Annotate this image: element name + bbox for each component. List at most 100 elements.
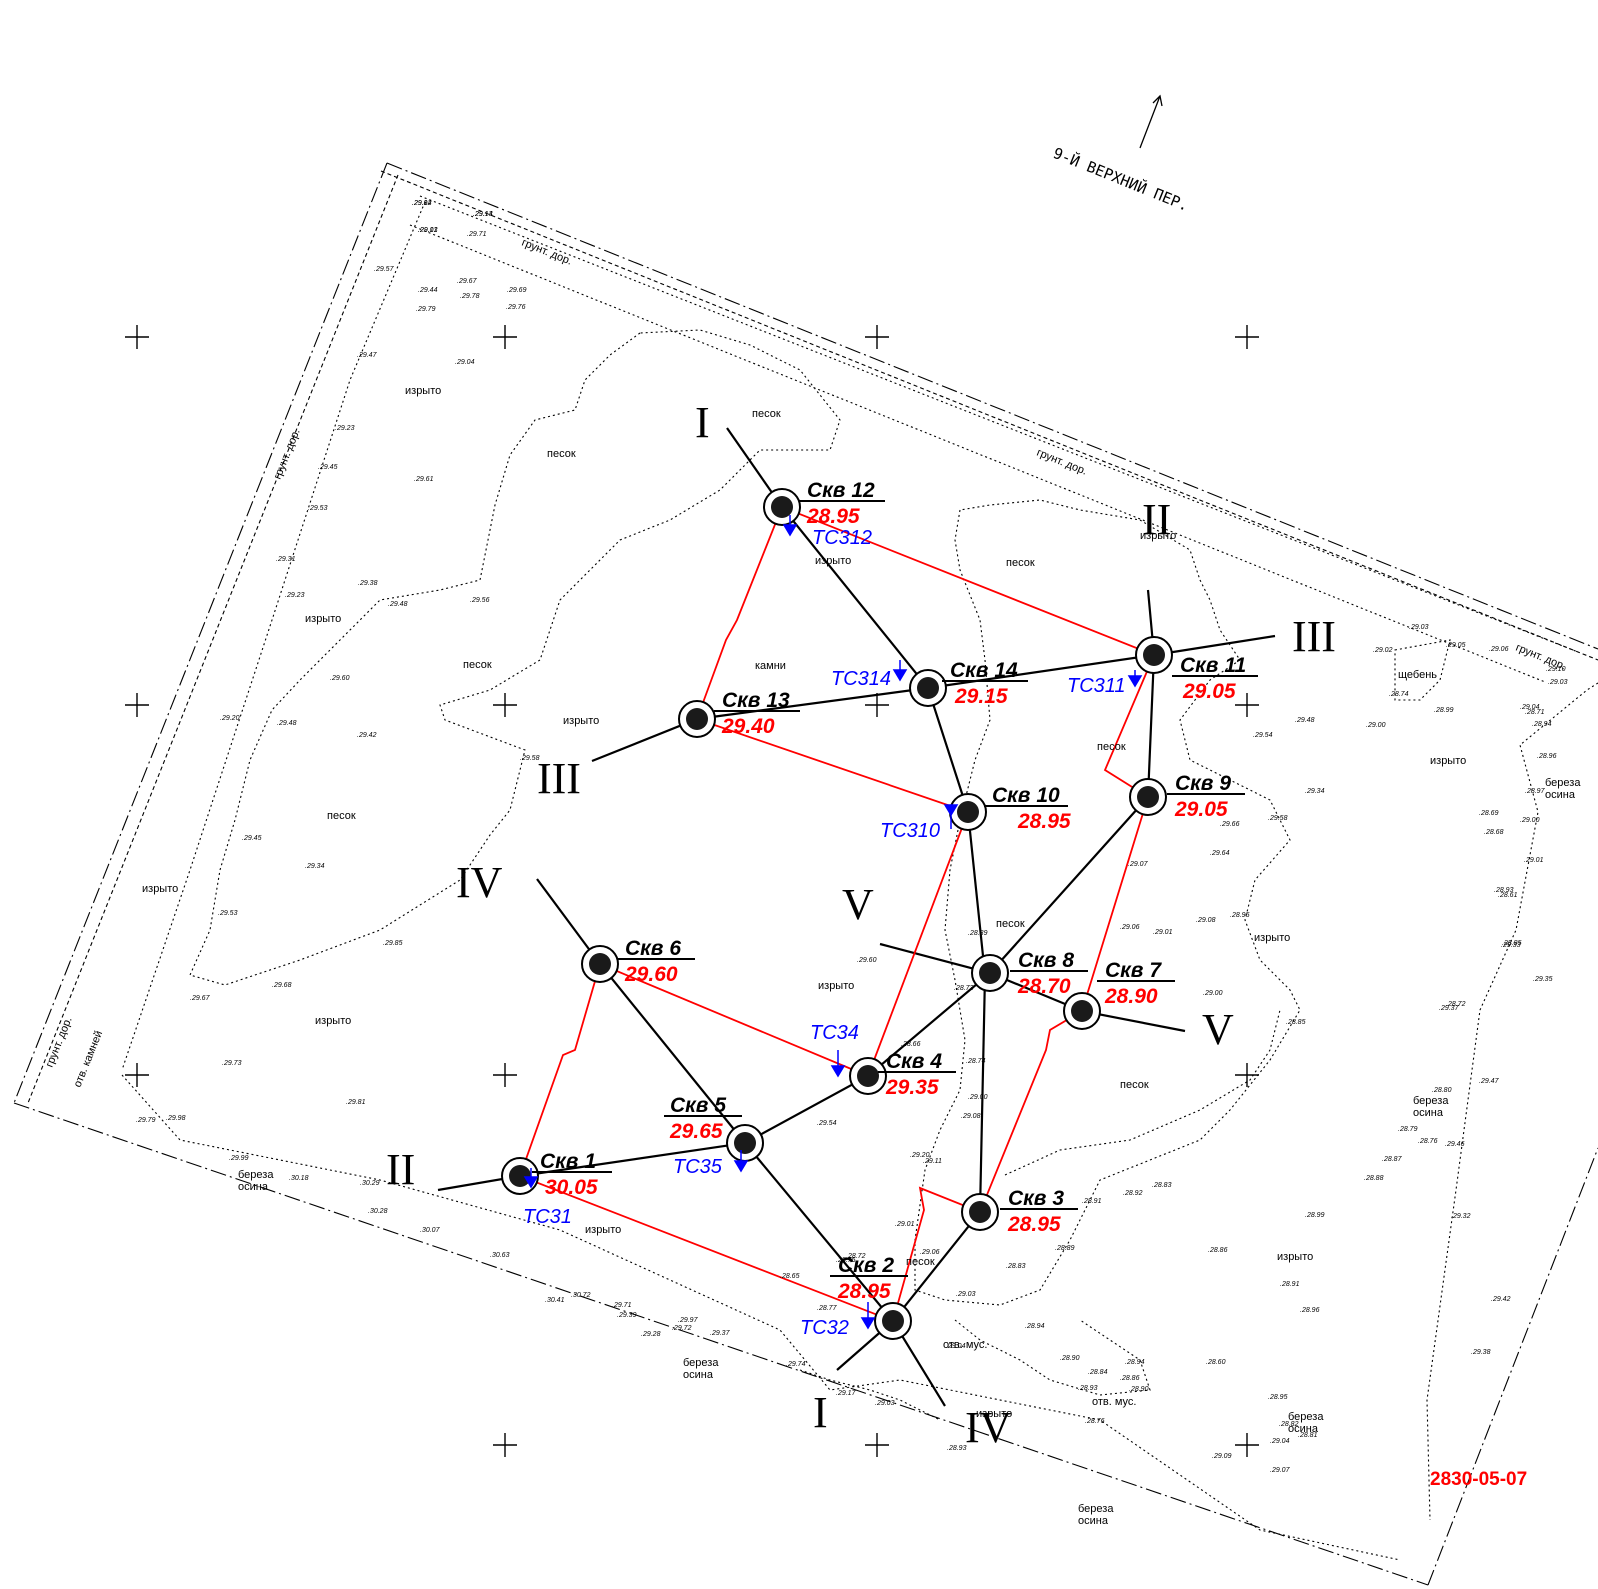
- test-point-tc312[interactable]: ТС312: [782, 515, 872, 549]
- spot-height: .29.08: [1196, 917, 1216, 924]
- test-point-tc32[interactable]: ТС32: [800, 1302, 876, 1339]
- terrain-izryto: изрыто: [563, 715, 599, 727]
- spot-height: .29.74: [786, 1361, 806, 1368]
- well-name: Скв 2: [838, 1254, 894, 1277]
- terrain-izryto: изрыто: [142, 883, 178, 895]
- terrain-bereza: береза: [238, 1169, 274, 1181]
- well-13-symbol[interactable]: [678, 700, 716, 738]
- well-5-label[interactable]: Скв 5 29.65: [664, 1094, 742, 1143]
- section-label-III-east: III: [1292, 612, 1336, 661]
- well-8-label[interactable]: Скв 8 28.70: [1010, 949, 1088, 998]
- well-3-symbol[interactable]: [961, 1193, 999, 1231]
- spot-height: .29.39: [617, 1312, 637, 1319]
- property-boundary: [13, 162, 1598, 1586]
- well-8-symbol[interactable]: [971, 954, 1009, 992]
- well-name: Скв 7: [1105, 959, 1162, 982]
- spot-height: .29.48: [388, 601, 408, 608]
- spot-height: .28.89: [968, 930, 988, 937]
- well-elevation: 28.70: [1017, 975, 1071, 998]
- section-line-V: [879, 942, 1186, 1033]
- well-9-label[interactable]: Скв 9 29.05: [1167, 772, 1245, 821]
- spot-height: .28.83: [1152, 1182, 1172, 1189]
- spot-height: .29.60: [857, 957, 877, 964]
- well-6-label[interactable]: Скв 6 29.60: [617, 937, 695, 986]
- well-11-label[interactable]: Скв 11 29.05: [1172, 654, 1258, 703]
- terrain-bereza: береза: [1288, 1411, 1324, 1423]
- section-label-IV-north: IV: [456, 858, 503, 907]
- spot-height: .28.84: [1088, 1369, 1108, 1376]
- well-elevation: 28.95: [1007, 1213, 1061, 1236]
- terrain-izryto: изрыто: [405, 385, 441, 397]
- drawing-code: 2830-05-07: [1430, 1469, 1527, 1490]
- spot-height: .29.66: [1220, 821, 1240, 828]
- spot-height: .29.47: [357, 352, 378, 359]
- terrain-izryto: изрыто: [305, 613, 341, 625]
- terrain-pesok: песок: [547, 448, 576, 460]
- spot-height: .28.95: [1268, 1394, 1288, 1401]
- spot-height: .29.00: [1366, 722, 1386, 729]
- terrain-izryto: изрыто: [976, 1408, 1012, 1420]
- well-7-label[interactable]: Скв 7 28.90: [1097, 959, 1175, 1008]
- terrain-osina: осина: [1545, 789, 1576, 801]
- well-10-label[interactable]: Скв 10 28.95: [984, 784, 1071, 833]
- spot-height: .29.57: [374, 266, 395, 273]
- terrain-izryto: изрыто: [1430, 755, 1466, 767]
- well-elevation: 29.65: [669, 1120, 723, 1143]
- spot-height: .29.07: [1270, 1467, 1291, 1474]
- well-13-label[interactable]: Скв 13 29.40: [714, 689, 800, 738]
- terrain-izryto: изрыто: [1277, 1251, 1313, 1263]
- test-point-tc31[interactable]: ТС31: [523, 1168, 572, 1228]
- grid-crosshairs: [125, 325, 1259, 1457]
- well-12-symbol[interactable]: [763, 488, 801, 526]
- spot-height: .29.01: [1524, 857, 1544, 864]
- well-4-symbol[interactable]: [849, 1057, 887, 1095]
- spot-height: .28.95: [1230, 912, 1250, 919]
- well-2-label[interactable]: Скв 2 28.95: [830, 1254, 908, 1303]
- spot-height: .28.91: [1280, 1281, 1300, 1288]
- test-point-tc311[interactable]: ТС311: [1067, 670, 1143, 697]
- well-10-symbol[interactable]: [949, 793, 987, 831]
- well-6-symbol[interactable]: [581, 945, 619, 983]
- test-point-tc310[interactable]: ТС310: [880, 804, 959, 842]
- test-point-tc34[interactable]: ТС34: [810, 1022, 859, 1078]
- well-7-symbol[interactable]: [1063, 992, 1101, 1030]
- well-4-label[interactable]: Скв 4 29.35: [878, 1050, 956, 1099]
- test-point-tc314[interactable]: ТС314: [831, 660, 908, 690]
- spot-height: .30.07: [420, 1227, 441, 1234]
- spot-height: .29.13: [418, 227, 438, 234]
- well-5-symbol[interactable]: [726, 1124, 764, 1162]
- spot-height: .29.02: [1373, 647, 1393, 654]
- well-11-symbol[interactable]: [1135, 636, 1173, 674]
- spot-height: .29.53: [308, 505, 328, 512]
- spot-height: .29.68: [272, 982, 292, 989]
- well-1-label[interactable]: Скв 1 30.05: [532, 1150, 612, 1199]
- spot-height: .29.97: [678, 1317, 699, 1324]
- spot-height: .29.06: [920, 1249, 940, 1256]
- spot-heights: .29.14.29.14.29.13.29.71.29.57.29.44.29.…: [136, 200, 1568, 1474]
- terrain-pesok: песок: [906, 1256, 935, 1268]
- section-label-V-west: V: [842, 880, 874, 929]
- test-point-tc35[interactable]: ТС35: [673, 1150, 749, 1178]
- well-12-label[interactable]: Скв 12 28.95: [799, 479, 885, 528]
- well-14-symbol[interactable]: [909, 669, 947, 707]
- well-elevation: 29.60: [624, 963, 678, 986]
- spot-height: .29.69: [507, 287, 527, 294]
- well-1-symbol[interactable]: [501, 1157, 539, 1195]
- spot-height: .29.85: [383, 940, 403, 947]
- spot-height: .28.99: [1434, 707, 1454, 714]
- terrain-bereza: береза: [683, 1357, 719, 1369]
- spot-height: .29.23: [285, 592, 305, 599]
- well-3-label[interactable]: Скв 3 28.95: [1000, 1187, 1078, 1236]
- terrain-otv-mus: отв. мус.: [943, 1339, 988, 1351]
- well-name: Скв 5: [670, 1094, 726, 1117]
- well-14-label[interactable]: Скв 14 29.15: [942, 659, 1028, 708]
- well-2-symbol[interactable]: [874, 1302, 912, 1340]
- spot-height: .28.76: [1085, 1418, 1105, 1425]
- well-9-symbol[interactable]: [1129, 778, 1167, 816]
- spot-height: .28.86: [1208, 1247, 1228, 1254]
- direction-arrow-icon: [1139, 94, 1163, 149]
- well-name: Скв 14: [950, 659, 1018, 682]
- spot-height: .28.66: [901, 1041, 921, 1048]
- section-line-II: [437, 589, 1156, 1192]
